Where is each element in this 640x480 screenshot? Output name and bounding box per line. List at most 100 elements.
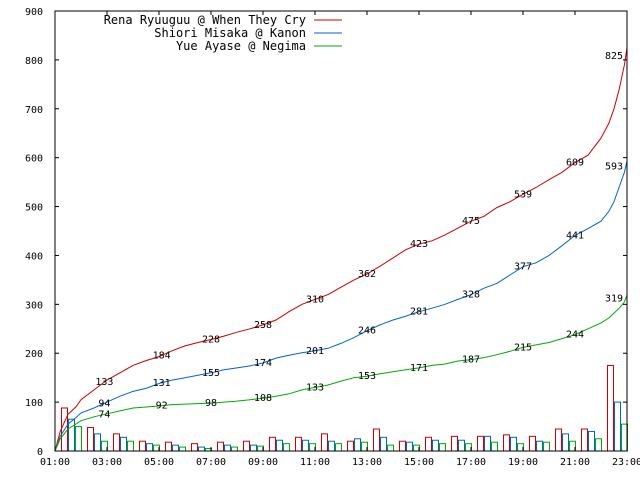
value-label: 825 — [605, 51, 623, 62]
value-label: 319 — [605, 293, 623, 304]
bar-shiori — [250, 444, 257, 452]
value-label: 98 — [205, 398, 217, 409]
hourly-bars — [61, 364, 628, 452]
bar-rena — [373, 428, 380, 452]
value-label: 174 — [254, 358, 272, 369]
value-label: 281 — [410, 307, 428, 318]
legend-item-shiori: Shiori Misaka @ Kanon — [154, 26, 306, 40]
bar-yue — [387, 444, 394, 452]
x-tick-label: 19:00 — [508, 457, 538, 468]
cumulative-lines — [54, 47, 628, 452]
plot-frame — [54, 10, 628, 452]
x-tick-label: 13:00 — [352, 457, 382, 468]
value-label: 609 — [566, 158, 584, 169]
legend-item-yue: Yue Ayase @ Negima — [176, 39, 306, 53]
bar-rena — [321, 433, 328, 452]
value-label: 153 — [358, 371, 376, 382]
bar-shiori — [406, 441, 413, 452]
bar-rena — [581, 428, 588, 452]
bar-yue — [231, 446, 238, 452]
value-label: 362 — [358, 269, 376, 280]
bar-shiori — [510, 436, 517, 452]
bar-shiori — [198, 446, 205, 452]
x-tick-label: 07:00 — [196, 457, 226, 468]
x-axis: 01:00 03:00 05:00 07:00 09:00 11:00 13:00 15:00… — [40, 11, 640, 468]
bar-shiori — [276, 439, 283, 452]
bar-shiori — [536, 440, 543, 452]
bar-shiori — [354, 438, 361, 452]
bar-rena — [113, 433, 120, 452]
value-label: 155 — [202, 368, 220, 379]
value-label: 184 — [153, 350, 171, 361]
y-tick-label: 500 — [25, 203, 43, 214]
value-label: 201 — [306, 346, 324, 357]
bar-yue — [335, 443, 342, 452]
line-shiori — [54, 160, 628, 452]
y-tick-label: 0 — [37, 447, 43, 458]
bar-rena — [555, 428, 562, 452]
line-rena — [54, 47, 628, 452]
legend-item-rena: Rena Ryuuguu @ When They Cry — [104, 13, 306, 27]
x-tick-label: 15:00 — [404, 457, 434, 468]
bar-yue — [179, 446, 186, 452]
bar-yue — [439, 443, 446, 452]
x-tick-label: 11:00 — [300, 457, 330, 468]
y-tick-label: 900 — [25, 7, 43, 18]
bar-rena — [217, 441, 224, 452]
value-label: 94 — [98, 398, 110, 409]
value-label: 133 — [95, 377, 113, 388]
bar-rena — [529, 435, 536, 452]
value-label: 377 — [514, 262, 532, 273]
value-label: 215 — [514, 342, 532, 353]
bar-shiori — [562, 433, 569, 452]
bar-rena — [139, 440, 146, 452]
bar-rena — [295, 436, 302, 452]
bar-rena — [477, 435, 484, 452]
bar-shiori — [120, 436, 127, 452]
y-tick-label: 200 — [25, 349, 43, 360]
bar-rena — [399, 440, 406, 452]
x-tick-label: 01:00 — [40, 457, 70, 468]
value-label: 328 — [462, 290, 480, 301]
value-label: 92 — [156, 401, 168, 412]
value-label: 228 — [202, 335, 220, 346]
bar-shiori — [172, 444, 179, 452]
bar-shiori — [224, 444, 231, 452]
bar-shiori — [432, 439, 439, 452]
bar-yue — [127, 440, 134, 452]
bar-rena — [451, 435, 458, 452]
y-tick-label: 600 — [25, 154, 43, 165]
x-tick-label: 17:00 — [456, 457, 486, 468]
bar-shiori — [614, 401, 621, 452]
line-yue — [54, 294, 628, 452]
value-label: 539 — [514, 189, 532, 200]
bar-shiori — [68, 418, 75, 452]
bar-shiori — [94, 433, 101, 452]
value-annotations: 133 184 228 258 310 362 423 475 539 609 825 94 131 15… — [95, 51, 623, 420]
value-label: 244 — [566, 330, 584, 341]
value-label: 475 — [462, 216, 480, 227]
bar-rena — [347, 440, 354, 452]
value-label: 131 — [153, 378, 171, 389]
bar-rena — [425, 436, 432, 452]
value-label: 133 — [306, 382, 324, 393]
bar-rena — [269, 436, 276, 452]
bar-shiori — [484, 435, 491, 452]
y-tick-label: 400 — [25, 251, 43, 262]
bar-rena — [503, 434, 510, 452]
y-tick-label: 100 — [25, 398, 43, 409]
x-tick-label: 05:00 — [144, 457, 174, 468]
x-tick-label: 21:00 — [560, 457, 590, 468]
x-tick-label: 09:00 — [248, 457, 278, 468]
value-label: 441 — [566, 230, 584, 241]
bar-yue — [595, 438, 602, 452]
bar-shiori — [588, 430, 595, 452]
y-axis: 0 100 200 300 400 500 600 700 800 900 — [25, 7, 627, 458]
bar-yue — [75, 426, 82, 452]
y-tick-label: 700 — [25, 105, 43, 116]
bar-rena — [87, 427, 94, 452]
value-label: 246 — [358, 326, 376, 337]
bar-shiori — [146, 443, 153, 452]
bar-rena — [191, 443, 198, 452]
